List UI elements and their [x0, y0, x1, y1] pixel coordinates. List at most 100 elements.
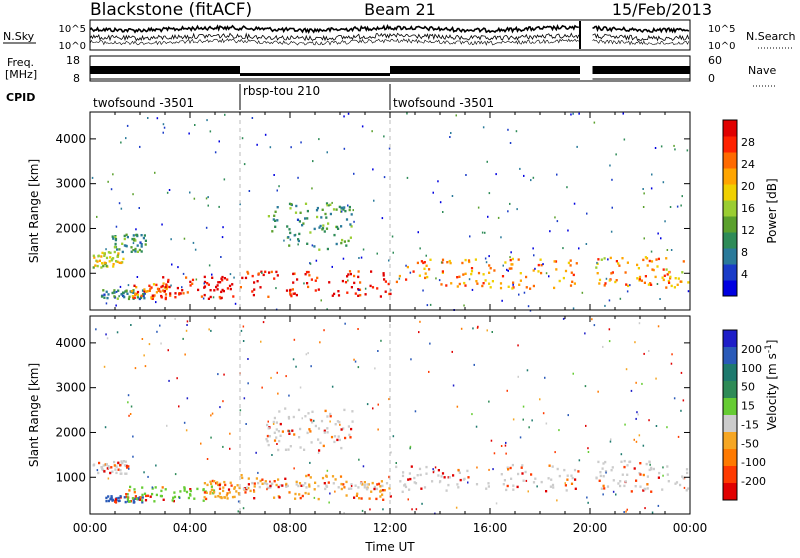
scatter-cell-4: [261, 482, 264, 485]
scatter-cell-6: [321, 227, 325, 230]
sparse-cell: [127, 401, 129, 404]
sparse-cell: [534, 267, 536, 270]
scatter-cell-7: [401, 474, 405, 478]
scatter-cell-7: [423, 267, 426, 270]
scatter-cell-7: [413, 476, 416, 480]
scatter-cell-2: [126, 496, 129, 499]
sparse-cell: [144, 365, 147, 368]
sparse-cell: [372, 168, 374, 171]
scatter-cell-7: [532, 284, 535, 288]
power-colorbar-swatch-7: [723, 168, 737, 185]
scatter-cell-7: [440, 283, 443, 286]
sparse-cell: [278, 185, 280, 188]
scatter-cell-5: [314, 289, 317, 292]
scatter-cell-8: [595, 477, 598, 480]
scatter-cell-4: [331, 475, 335, 478]
scatter-cell-4: [345, 494, 348, 497]
scatter-cell-6: [306, 209, 309, 213]
scatter-cell-5: [259, 286, 262, 289]
scatter-cell-5: [292, 272, 295, 276]
scatter-cell-8: [646, 483, 649, 486]
scatter-cell-5: [384, 290, 387, 293]
sparse-cell: [388, 147, 391, 150]
power-colorbar-tick-3: 16: [741, 202, 755, 215]
scatter-cell-8: [657, 476, 660, 479]
sparse-cell: [210, 329, 212, 332]
sparse-cell: [285, 375, 287, 378]
sparse-cell: [428, 370, 430, 373]
sparse-cell: [323, 329, 325, 332]
scatter-cell-5: [347, 273, 350, 276]
scatter-cell-8: [624, 480, 627, 483]
scatter-cell-5: [366, 483, 369, 486]
scatter-cell-6: [309, 430, 312, 433]
scatter-cell-6: [295, 204, 298, 208]
sparse-cell: [143, 471, 145, 474]
sparse-cell: [358, 289, 360, 291]
sparse-cell: [167, 349, 169, 352]
scatter-cell-4: [301, 494, 304, 498]
scatter-cell-5: [281, 484, 284, 487]
sparse-cell: [519, 436, 522, 439]
sparse-cell: [120, 141, 122, 144]
scatter-cell-6: [298, 436, 301, 439]
sparse-cell: [635, 440, 638, 443]
scatter-cell-2: [123, 295, 126, 299]
sparse-cell: [376, 252, 378, 255]
scatter-cell-5: [306, 282, 309, 285]
sparse-cell: [347, 204, 349, 207]
scatter-cell-8: [639, 473, 642, 476]
sparse-cell: [455, 114, 457, 117]
scatter-cell-4: [379, 490, 382, 493]
scatter-cell-5: [346, 275, 349, 278]
scatter-cell-1: [118, 499, 121, 502]
scatter-cell-5: [341, 279, 344, 283]
scatter-cell-5: [366, 488, 369, 491]
scatter-cell-4: [182, 292, 185, 295]
sparse-cell: [429, 342, 431, 345]
scatter-cell-6: [349, 223, 352, 226]
scatter-cell-6: [341, 238, 344, 242]
sparse-cell: [192, 241, 195, 244]
sparse-cell: [615, 493, 617, 496]
scatter-cell-0: [92, 254, 95, 257]
scatter-cell-0: [109, 471, 112, 475]
scatter-cell-5: [247, 483, 250, 486]
sparse-cell: [271, 454, 273, 456]
sparse-cell: [536, 485, 538, 488]
scatter-cell-5: [262, 273, 265, 277]
scatter-cell-4: [383, 489, 386, 492]
scatter-cell-3: [148, 284, 151, 287]
scatter-cell-6: [267, 443, 270, 447]
scatter-cell-4: [216, 284, 219, 287]
frequency-panel: Freq. [MHz] 18 8 60 0 Nave: [5, 54, 776, 87]
sparse-cell: [429, 303, 432, 306]
sparse-cell: [438, 279, 441, 282]
scatter-cell-7: [475, 280, 478, 283]
scatter-cell-7: [448, 259, 451, 263]
scatter-cell-8: [599, 471, 602, 474]
sparse-cell: [183, 421, 186, 424]
scatter-cell-5: [302, 484, 305, 487]
sparse-cell: [473, 363, 475, 366]
scatter-cell-6: [271, 230, 274, 233]
scatter-cell-5: [317, 288, 320, 291]
scatter-cell-6: [275, 436, 278, 439]
sparse-cell: [319, 341, 321, 344]
sparse-cell: [248, 190, 251, 192]
scatter-cell-4: [294, 497, 297, 500]
scatter-cell-5: [353, 281, 356, 285]
y-tick-label-1: 2000: [55, 425, 86, 439]
scatter-cell-4: [185, 276, 188, 279]
scatter-cell-2: [212, 489, 216, 492]
sparse-cell: [641, 382, 643, 385]
scatter-cell-7: [565, 489, 568, 492]
scatter-cell-5: [381, 484, 384, 488]
scatter-cell-7: [555, 268, 558, 271]
scatter-cell-7: [493, 269, 496, 272]
scatter-cell-2: [172, 496, 175, 499]
scatter-cell-5: [270, 270, 273, 274]
scatter-cell-7: [570, 474, 573, 477]
